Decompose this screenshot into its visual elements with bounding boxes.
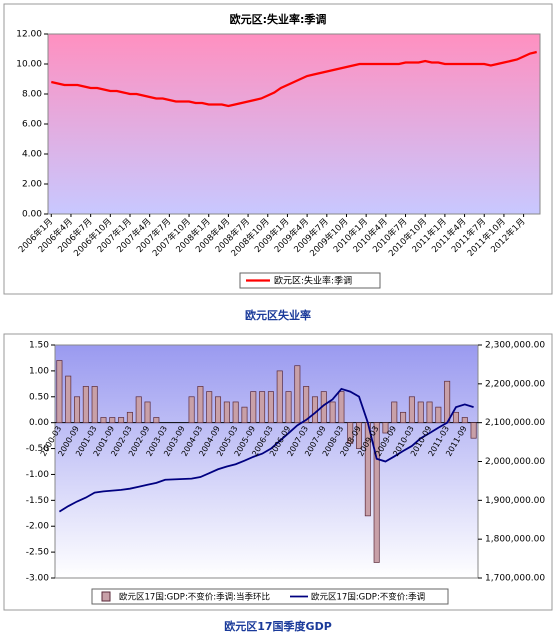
bar <box>452 411 459 424</box>
bar <box>294 365 301 424</box>
bar <box>435 406 442 424</box>
bar <box>347 422 354 444</box>
bar <box>65 375 72 424</box>
y-tick-label: 2.00 <box>22 180 42 190</box>
bar <box>135 396 142 424</box>
y-tick-label: -2.00 <box>26 522 50 532</box>
y-tick-label: 8.00 <box>22 90 42 100</box>
bar <box>444 380 451 424</box>
bar <box>311 396 318 424</box>
bar <box>373 422 380 563</box>
y-tick-label: 0.50 <box>29 392 49 402</box>
y2-tick-label: 2,200,000.00 <box>485 379 545 389</box>
y2-tick-label: 2,000,000.00 <box>485 457 545 467</box>
bar <box>197 386 204 424</box>
bar <box>126 411 133 424</box>
bar <box>356 422 363 449</box>
bar <box>188 396 195 424</box>
y-tick-label: -3.00 <box>26 574 50 584</box>
bar <box>338 391 345 424</box>
y-tick-label: -2.50 <box>26 548 50 558</box>
bar <box>250 391 257 424</box>
y2-tick-label: 1,800,000.00 <box>485 535 545 545</box>
y-tick-label: 1.00 <box>29 366 49 376</box>
y-tick-label: -1.50 <box>26 496 50 506</box>
bar <box>303 386 310 424</box>
bar <box>382 422 389 434</box>
legend-label: 欧元区17国:GDP:不变价:季调 <box>311 592 425 603</box>
caption: 欧元区失业率 <box>245 308 311 322</box>
bar <box>267 391 274 424</box>
bar <box>206 391 213 424</box>
legend-box <box>91 588 449 605</box>
bar <box>118 417 125 424</box>
bar <box>100 417 107 424</box>
y-tick-label: 0.00 <box>29 418 49 428</box>
plot-area <box>54 344 479 579</box>
bar <box>426 401 433 424</box>
line-series <box>58 387 474 513</box>
bar <box>470 422 477 439</box>
legend-box <box>239 272 381 289</box>
chart-title: 欧元区:失业率:季调 <box>230 12 327 26</box>
y-tick-label: 4.00 <box>22 150 42 160</box>
bar <box>408 396 415 424</box>
y2-tick-label: 2,300,000.00 <box>485 341 545 351</box>
bar <box>329 401 336 424</box>
legend-label: 欧元区:失业率:季调 <box>274 275 352 287</box>
bar <box>400 411 407 424</box>
y2-tick-label: 1,700,000.00 <box>485 574 545 584</box>
bar <box>144 401 151 424</box>
bar <box>232 401 239 424</box>
caption: 欧元区17国季度GDP <box>224 619 332 633</box>
y2-tick-label: 1,900,000.00 <box>485 496 545 506</box>
y-tick-label: -1.00 <box>26 470 50 480</box>
y-tick-label: 10.00 <box>16 60 42 70</box>
bar <box>417 401 424 424</box>
y-tick-label: 0.00 <box>22 210 42 220</box>
bar <box>74 396 81 424</box>
bar <box>285 391 292 424</box>
y-tick-label: 1.50 <box>29 341 49 351</box>
bar <box>276 370 283 424</box>
bar <box>259 391 266 424</box>
y-tick-label: 12.00 <box>16 30 42 40</box>
line-series <box>51 50 537 108</box>
bar <box>391 401 398 424</box>
bar <box>91 386 98 424</box>
y2-tick-label: 2,100,000.00 <box>485 418 545 428</box>
bar <box>82 386 89 424</box>
legend-label: 欧元区17国:GDP:不变价:季调:当季环比 <box>119 592 270 603</box>
bar <box>56 360 63 424</box>
bar <box>241 406 248 424</box>
bar <box>215 396 222 424</box>
bar <box>223 401 230 424</box>
legend-swatch <box>101 591 111 602</box>
bar <box>109 417 116 424</box>
y-tick-label: 6.00 <box>22 120 42 130</box>
bar <box>461 417 468 424</box>
bar <box>153 417 160 424</box>
plot-area <box>47 33 541 215</box>
y-tick-label: -0.50 <box>26 444 50 454</box>
